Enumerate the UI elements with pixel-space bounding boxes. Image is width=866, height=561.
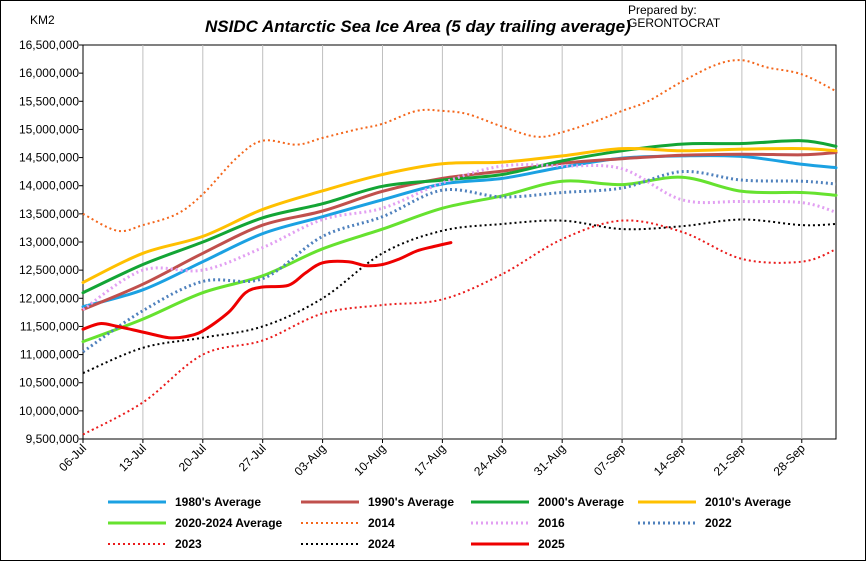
y-tick-label: 16,000,000 (19, 66, 79, 80)
legend-label: 2023 (175, 537, 202, 551)
legend-swatch (471, 521, 529, 525)
y-tick-label: 13,000,000 (19, 235, 79, 249)
legend-item: 1980's Average (107, 493, 261, 511)
x-tick-label: 17-Aug (411, 441, 448, 478)
series-line-2023 (82, 219, 837, 436)
legend-label: 2000's Average (538, 495, 625, 509)
legend-swatch (108, 543, 166, 545)
y-tick-label: 10,500,000 (19, 376, 79, 390)
legend-item: 1990's Average (300, 493, 454, 511)
chart-legend: 1980's Average 1990's Average 2000's Avera… (0, 490, 866, 560)
y-tick-label: 10,000,000 (19, 404, 79, 418)
x-tick-label: 24-Aug (471, 441, 508, 478)
y-unit-label: KM2 (30, 13, 55, 27)
legend-item: 2020-2024 Average (107, 514, 282, 532)
legend-item: 2024 (300, 535, 395, 553)
series-line-2025 (81, 241, 453, 340)
legend-swatch (108, 521, 166, 525)
y-tick-label: 12,500,000 (19, 263, 79, 277)
x-tick-label: 13-Jul (116, 441, 149, 474)
legend-item: 2010's Average (637, 493, 791, 511)
series-line-2000-s-average (81, 139, 838, 295)
plot-area (82, 44, 837, 440)
y-tick-label: 11,000,000 (20, 348, 79, 362)
x-tick-label: 28-Sep (771, 441, 808, 478)
x-tick-label: 14-Sep (651, 441, 688, 478)
prepared-by-note: Prepared by: GERONTOCRAT (628, 4, 720, 30)
legend-item: 2016 (470, 514, 565, 532)
legend-label: 2016 (538, 516, 565, 530)
y-tick-label: 12,000,000 (19, 291, 79, 305)
legend-item: 2025 (470, 535, 565, 553)
series-line-1980-s-average (81, 154, 838, 309)
series-line-2020-2024-average (81, 175, 838, 344)
legend-item: 2023 (107, 535, 202, 553)
legend-label: 2024 (368, 537, 395, 551)
author-name: GERONTOCRAT (628, 16, 721, 30)
x-tick-label: 06-Jul (56, 441, 89, 474)
x-tick-label: 10-Aug (351, 441, 388, 478)
legend-label: 2020-2024 Average (175, 516, 283, 530)
y-tick-label: 14,500,000 (19, 151, 79, 165)
legend-swatch (108, 500, 166, 504)
prepared-by-label: Prepared by: (628, 3, 697, 17)
legend-swatch (638, 500, 696, 504)
y-tick-label: 9,500,000 (26, 432, 80, 446)
x-tick-label: 03-Aug (291, 441, 328, 478)
line-chart: 06-Jul 13-Jul 20-Jul 27-Jul 03-Aug 10-Aug 17-A… (19, 38, 838, 478)
legend-label: 2022 (705, 516, 732, 530)
x-tick-label: 27-Jul (236, 441, 269, 474)
legend-item: 2000's Average (470, 493, 624, 511)
legend-label: 2025 (538, 537, 565, 551)
y-tick-label: 13,500,000 (19, 207, 79, 221)
legend-label: 1980's Average (175, 495, 262, 509)
y-tick-label: 11,500,000 (20, 319, 79, 333)
legend-label: 2010's Average (705, 495, 792, 509)
legend-swatch (301, 522, 359, 524)
legend-swatch (471, 542, 529, 546)
series-line-2010-s-average (81, 146, 838, 284)
y-tick-label: 15,000,000 (19, 122, 79, 136)
y-tick-label: 14,000,000 (19, 179, 79, 193)
x-tick-label: 21-Sep (711, 441, 748, 478)
x-tick-label: 07-Sep (591, 441, 628, 478)
legend-label: 1990's Average (368, 495, 455, 509)
legend-swatch (638, 521, 696, 525)
legend-swatch (301, 500, 359, 504)
x-tick-label: 31-Aug (531, 441, 568, 478)
legend-label: 2014 (368, 516, 395, 530)
series-line-2016 (82, 163, 837, 311)
chart-title: NSIDC Antarctic Sea Ice Area (5 day trai… (205, 17, 631, 36)
legend-item: 2014 (300, 514, 395, 532)
series-line-1990-s-average (81, 151, 838, 311)
legend-item: 2022 (637, 514, 732, 532)
legend-swatch (301, 543, 359, 545)
y-tick-label: 15,500,000 (19, 94, 79, 108)
y-tick-label: 16,500,000 (19, 38, 79, 52)
legend-swatch (471, 500, 529, 504)
x-tick-label: 20-Jul (176, 441, 209, 474)
